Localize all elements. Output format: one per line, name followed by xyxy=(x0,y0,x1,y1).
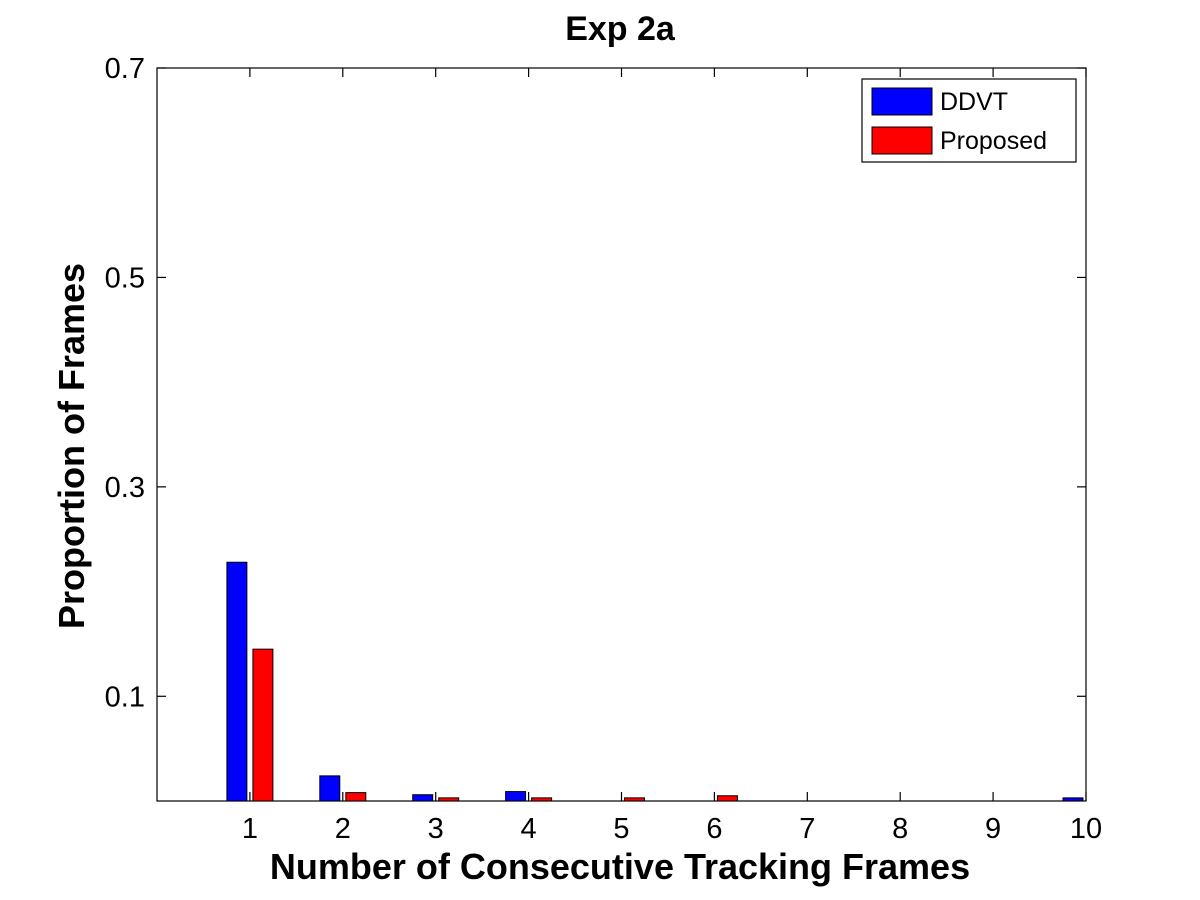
x-tick-label-2: 2 xyxy=(335,813,351,845)
x-tick-label-7: 7 xyxy=(799,813,815,845)
legend-swatch-ddvt xyxy=(871,87,933,116)
bar-ddvt-2 xyxy=(319,775,341,802)
x-tick-label-8: 8 xyxy=(892,813,908,845)
x-tick-label-9: 9 xyxy=(985,813,1001,845)
plot-area xyxy=(156,67,1087,802)
y-tick-label-2: 0.5 xyxy=(105,262,145,294)
bar-proposed-6 xyxy=(716,795,738,802)
bar-ddvt-1 xyxy=(226,561,248,802)
legend-label-proposed: Proposed xyxy=(940,127,1047,155)
x-tick-label-5: 5 xyxy=(613,813,629,845)
bar-ddvt-3 xyxy=(412,794,434,802)
x-tick-label-1: 1 xyxy=(242,813,258,845)
bar-proposed-1 xyxy=(252,648,274,802)
y-tick-label-1: 0.3 xyxy=(105,472,145,504)
x-axis-label: Number of Consecutive Tracking Frames xyxy=(270,846,970,887)
x-tick-label-4: 4 xyxy=(521,813,537,845)
legend: DDVT Proposed xyxy=(861,78,1077,163)
y-tick-label-3: 0.7 xyxy=(105,53,145,85)
legend-swatch-proposed xyxy=(871,126,933,155)
bar-proposed-2 xyxy=(345,792,367,802)
tick-labels-group: 1 2 3 4 5 6 7 8 9 10 0.1 0.3 0.5 0.7 xyxy=(105,53,1102,845)
bar-proposed-4 xyxy=(531,797,553,802)
x-tick-label-10: 10 xyxy=(1070,813,1102,845)
x-tick-label-3: 3 xyxy=(428,813,444,845)
y-axis-label: Proportion of Frames xyxy=(51,263,92,629)
bar-ddvt-4 xyxy=(505,791,527,802)
ticks-group xyxy=(157,67,1087,801)
bar-proposed-3 xyxy=(438,797,460,802)
bars-group xyxy=(226,561,1084,802)
legend-label-ddvt: DDVT xyxy=(940,88,1008,116)
bar-proposed-5 xyxy=(624,797,645,802)
x-tick-label-6: 6 xyxy=(706,813,722,845)
y-tick-label-0: 0.1 xyxy=(105,681,145,713)
bar-ddvt-10 xyxy=(1062,797,1084,802)
chart-title: Exp 2a xyxy=(565,10,676,48)
